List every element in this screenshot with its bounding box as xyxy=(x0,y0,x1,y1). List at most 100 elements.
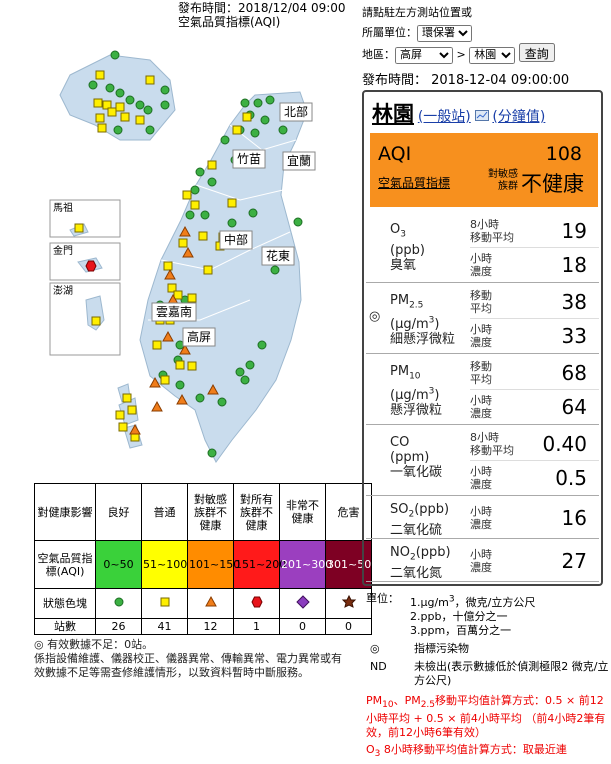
map-title: 空氣品質指標(AQI) xyxy=(178,15,281,29)
header-cell: 對敏感族群不健康 xyxy=(187,483,234,541)
text-part: O xyxy=(366,742,375,756)
taiwan-island xyxy=(139,91,308,463)
reading-value: 33 xyxy=(561,323,587,348)
chart-icon[interactable] xyxy=(474,110,489,121)
text-part: 10 xyxy=(409,371,421,382)
text-part: PM xyxy=(390,293,410,308)
label-line: 移動 xyxy=(470,288,492,302)
station-marker xyxy=(149,376,161,388)
station-marker xyxy=(227,198,237,208)
area-select[interactable]: 高屏 xyxy=(395,46,453,64)
station-marker xyxy=(145,75,155,85)
header-cell: 普通 xyxy=(141,483,188,541)
minute-link[interactable]: (分鐘值) xyxy=(492,109,546,125)
pollutant-table: O3 (ppb) 臭氧 8小時 移動平均 19 小時 濃度 18 ◎ PM2.5 (μg/m3) 細懸浮… xyxy=(366,214,599,584)
chinese-name: 細懸浮微粒 xyxy=(390,331,456,347)
reading-label: 小時 濃度 xyxy=(470,394,530,420)
type-link[interactable]: (一般站) xyxy=(417,109,471,125)
status-icon xyxy=(341,594,356,608)
reading-value: 0.5 xyxy=(555,465,587,490)
unit: (μg/m3) xyxy=(390,385,470,403)
reading: 小時 濃度 0.5 xyxy=(470,461,599,494)
station-marker xyxy=(235,367,245,377)
symbol: ND xyxy=(370,659,387,673)
status-icon xyxy=(160,597,169,607)
region-box xyxy=(282,151,316,171)
text-part: 2.5 xyxy=(409,300,424,311)
rich-text: (ppb) xyxy=(390,243,425,258)
symbol: PM10 xyxy=(390,364,470,385)
label-line: 小時 xyxy=(470,322,492,336)
unit-item: 2.ppb，十億分之一 xyxy=(410,610,535,624)
text-part: 2 xyxy=(408,509,415,520)
units-list: 1.μg/m3，微克/立方公尺 2.ppb，十億分之一 3.ppm，百萬分之一 xyxy=(410,592,535,638)
station-marker xyxy=(152,340,162,350)
query-button[interactable]: 查詢 xyxy=(518,43,555,62)
pollutant-name: O3 (ppb) 臭氧 xyxy=(366,214,470,282)
text-part: PM xyxy=(366,693,383,707)
icon-cell xyxy=(325,588,372,619)
release-time: 發布時間： 2018-12-04 09:00:00 xyxy=(362,73,570,88)
formula: O3 8小時移動平均值計算方式：取最近連 xyxy=(366,743,609,761)
station-marker xyxy=(176,393,188,405)
units-note: 單位： 1.μg/m3，微克/立方公尺 2.ppb，十億分之一 3.ppm，百萬分之一 xyxy=(366,592,609,638)
station-marker xyxy=(175,380,185,390)
station-marker xyxy=(97,123,107,133)
footnotes: 單位： 1.μg/m3，微克/立方公尺 2.ppb，十億分之一 3.ppm，百萬分之一… xyxy=(366,592,609,764)
reading-value: 68 xyxy=(561,360,587,385)
station-marker xyxy=(160,85,170,95)
label-line: 濃度 xyxy=(470,406,492,420)
rich-text: (ppm) xyxy=(390,450,429,465)
text-part: 3 xyxy=(428,386,435,397)
region-box xyxy=(279,102,313,122)
count-cell: 12 xyxy=(187,618,234,635)
station-marker xyxy=(195,167,205,177)
station-marker xyxy=(187,361,197,371)
station-marker xyxy=(293,217,303,227)
status-icon xyxy=(250,596,263,608)
label-line: 小時 xyxy=(470,464,492,478)
aqi-box: AQI 108 空氣品質指標 對敏感族群 不健康 xyxy=(370,133,598,207)
station-marker xyxy=(248,208,258,218)
count-row: 站數 26 41 12 1 0 0 xyxy=(34,618,372,635)
header-cell: 對健康影響 xyxy=(34,483,96,541)
reading: 移動 平均 38 xyxy=(470,285,599,319)
station-marker xyxy=(93,98,103,108)
readings: 小時 濃度 27 xyxy=(470,541,599,581)
reading-value: 38 xyxy=(561,289,587,314)
label-line: 8小時 xyxy=(470,430,499,444)
rich-text: PM10、PM2.5移動平均值計算方式：0.5 × 前12小時平均 + 0.5 … xyxy=(366,694,605,739)
text-part: (μg/m xyxy=(390,316,429,332)
header-cell: 良好 xyxy=(95,483,142,541)
rich-text: (ppb) xyxy=(414,502,449,517)
aqi-link[interactable]: 空氣品質指標 xyxy=(378,176,451,190)
rich-text: O3 xyxy=(390,222,406,240)
region-box xyxy=(232,149,266,169)
station-marker xyxy=(179,343,191,355)
text-part: 3.ppm，百萬分之一 xyxy=(410,623,512,637)
station-marker xyxy=(270,265,280,275)
station-select[interactable]: 林園 xyxy=(469,46,516,64)
row-label: 空氣品質指標(AQI) xyxy=(34,540,96,589)
station-marker xyxy=(240,375,250,385)
unit-select[interactable]: 環保署 xyxy=(417,24,472,42)
row-label: 站數 xyxy=(34,618,96,635)
icon-shape xyxy=(250,596,263,608)
icon-shape xyxy=(160,597,169,607)
rich-text: PM10 xyxy=(390,364,421,382)
label-line: 移動平均 xyxy=(470,230,514,244)
nd-note: ND 未檢出(表示數據低於偵測極限2 微克/立方公尺) xyxy=(366,660,609,688)
unit-item: 3.ppm，百萬分之一 xyxy=(410,624,535,638)
unit: (μg/m3) xyxy=(390,314,470,332)
reading-label: 小時 濃度 xyxy=(470,252,530,278)
station-marker xyxy=(207,383,219,395)
region-border xyxy=(195,184,284,201)
station-marker xyxy=(182,246,194,258)
text-part: O xyxy=(390,222,401,237)
label-line: 小時 xyxy=(470,505,492,518)
text-part: 8小時移動平均值計算方式：取最近連 xyxy=(380,742,567,756)
pollutant: O3 (ppb) 臭氧 8小時 移動平均 19 小時 濃度 18 xyxy=(366,214,599,283)
text-part: (ppb) xyxy=(415,545,451,560)
station-marker xyxy=(135,115,145,125)
station-marker xyxy=(220,135,230,145)
